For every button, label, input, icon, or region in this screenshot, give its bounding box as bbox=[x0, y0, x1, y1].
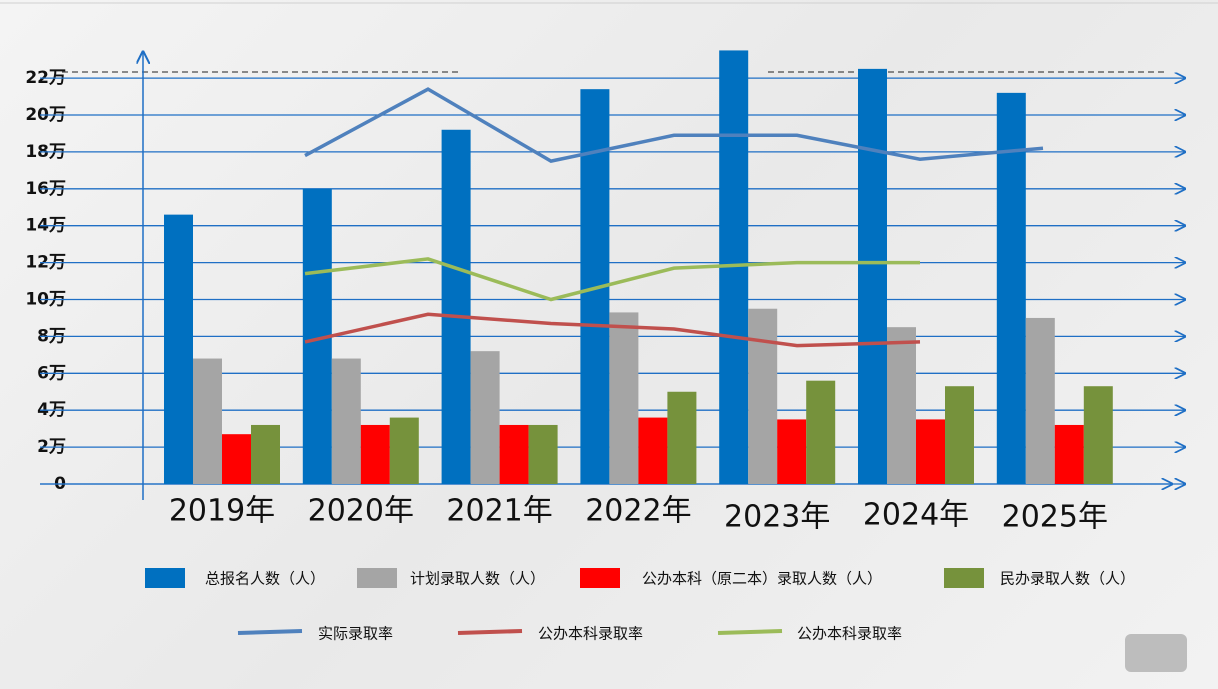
bar bbox=[667, 391, 697, 484]
line bbox=[304, 312, 921, 348]
bar bbox=[164, 214, 193, 484]
bar bbox=[945, 386, 974, 484]
decor-box bbox=[1125, 634, 1187, 672]
bar bbox=[609, 312, 639, 484]
bar bbox=[916, 419, 945, 484]
bar bbox=[1083, 386, 1113, 484]
bar bbox=[389, 417, 419, 484]
bar bbox=[331, 358, 361, 484]
bar bbox=[441, 129, 471, 484]
bar bbox=[499, 424, 529, 484]
bar bbox=[251, 424, 280, 484]
legend-label: 公办本科（原二本）录取人数（人） bbox=[642, 570, 882, 588]
bar bbox=[528, 424, 558, 484]
bar bbox=[996, 92, 1026, 485]
x-tick-label: 2025年 bbox=[1002, 500, 1108, 535]
legend-swatch bbox=[944, 568, 984, 588]
bar bbox=[748, 308, 778, 484]
x-tick-label: 2024年 bbox=[863, 498, 969, 533]
bar bbox=[887, 327, 916, 484]
x-tick-label: 2021年 bbox=[446, 494, 552, 529]
bar bbox=[1054, 424, 1084, 484]
legend-label: 实际录取率 bbox=[318, 625, 393, 643]
bar bbox=[222, 434, 251, 484]
legend-label: 公办本科录取率 bbox=[538, 625, 643, 643]
bar bbox=[470, 351, 500, 484]
bar bbox=[858, 68, 887, 484]
bar bbox=[360, 424, 390, 484]
x-tick-label: 2020年 bbox=[308, 494, 414, 529]
x-tick-label: 2019年 bbox=[169, 494, 275, 529]
bar bbox=[1025, 317, 1055, 484]
legend-swatch bbox=[357, 568, 397, 588]
legend-label: 公办本科录取率 bbox=[797, 625, 902, 643]
legend-swatch bbox=[457, 629, 523, 635]
legend-label: 计划录取人数（人） bbox=[410, 570, 545, 588]
legend-label: 总报名人数（人） bbox=[205, 570, 325, 588]
bar bbox=[806, 380, 836, 484]
legend-swatch bbox=[580, 568, 620, 588]
legend-swatch bbox=[145, 568, 185, 588]
line bbox=[304, 257, 920, 302]
legend-swatch bbox=[717, 629, 783, 635]
x-tick-label: 2022年 bbox=[585, 494, 691, 529]
bar bbox=[638, 417, 668, 484]
bar bbox=[777, 419, 807, 484]
legend-label: 民办录取人数（人） bbox=[1000, 570, 1135, 588]
bar bbox=[193, 358, 222, 484]
line bbox=[304, 87, 1044, 163]
legend-swatch bbox=[237, 629, 303, 635]
x-tick-label: 2023年 bbox=[724, 500, 830, 535]
